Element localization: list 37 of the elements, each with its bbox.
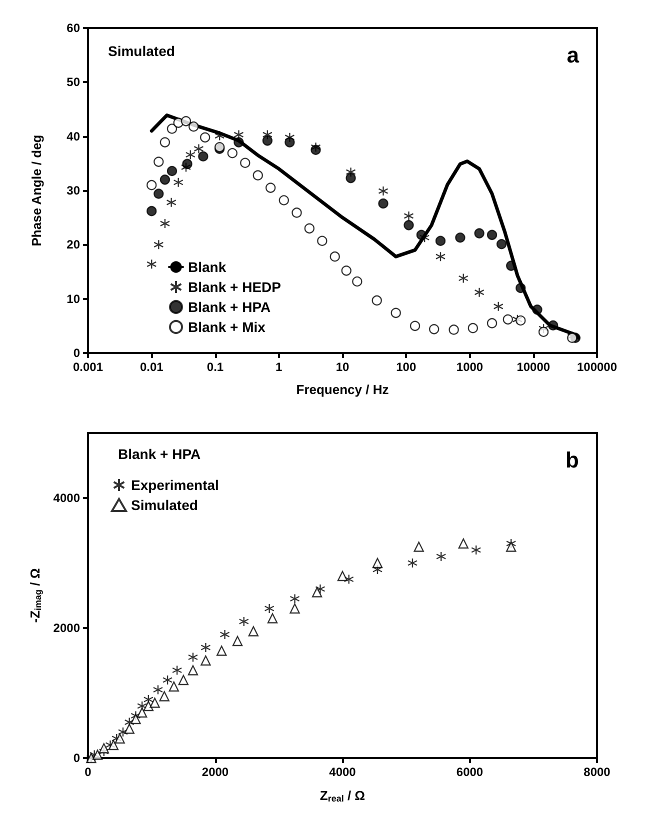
y-tick-label: 60 [66, 21, 80, 35]
x-tick-label: 4000 [329, 765, 356, 779]
legend-label: Blank [188, 259, 226, 275]
annotation: a [566, 42, 580, 68]
y-tick-label: 0 [73, 346, 80, 360]
x-axis-title: Frequency / Hz [296, 382, 390, 397]
legend-label: Blank + Mix [188, 319, 266, 335]
y-tick-label: 20 [66, 238, 80, 252]
legend-title: Blank + HPA [118, 446, 201, 462]
legend-label: Blank + HPA [188, 299, 271, 315]
x-tick-label: 0.01 [140, 360, 164, 374]
y-axis-title: Phase Angle / deg [29, 134, 44, 246]
legend-label: Simulated [131, 497, 198, 513]
y-tick-label: 2000 [53, 621, 80, 635]
x-tick-label: 1000 [456, 360, 484, 374]
x-tick-label: 6000 [456, 765, 484, 779]
y-tick-label: 40 [66, 129, 80, 144]
y-tick-label: 0 [73, 751, 80, 765]
annotation: b [566, 448, 580, 472]
x-tick-label: 0.1 [206, 360, 224, 374]
y-tick-label: 50 [66, 75, 80, 90]
x-tick-label: 10 [336, 360, 350, 374]
x-tick-label: 1 [276, 360, 283, 374]
x-tick-label: 100000 [576, 360, 618, 374]
x-tick-label: 100 [396, 360, 416, 374]
x-tick-label: 0 [84, 765, 92, 779]
y-tick-label: 4000 [53, 491, 80, 505]
legend-label: Experimental [131, 477, 219, 493]
annotation: Simulated [108, 43, 175, 59]
x-tick-label: 10000 [516, 360, 550, 374]
x-tick-label: 2000 [202, 765, 229, 779]
x-tick-label: 8000 [584, 765, 611, 779]
y-axis-title: -Zimag / Ω [27, 568, 43, 623]
legend-label: Blank + HEDP [188, 279, 281, 295]
y-tick-label: 10 [66, 292, 80, 306]
y-tick-label: 30 [66, 184, 80, 198]
x-tick-label: 0.001 [72, 360, 104, 374]
